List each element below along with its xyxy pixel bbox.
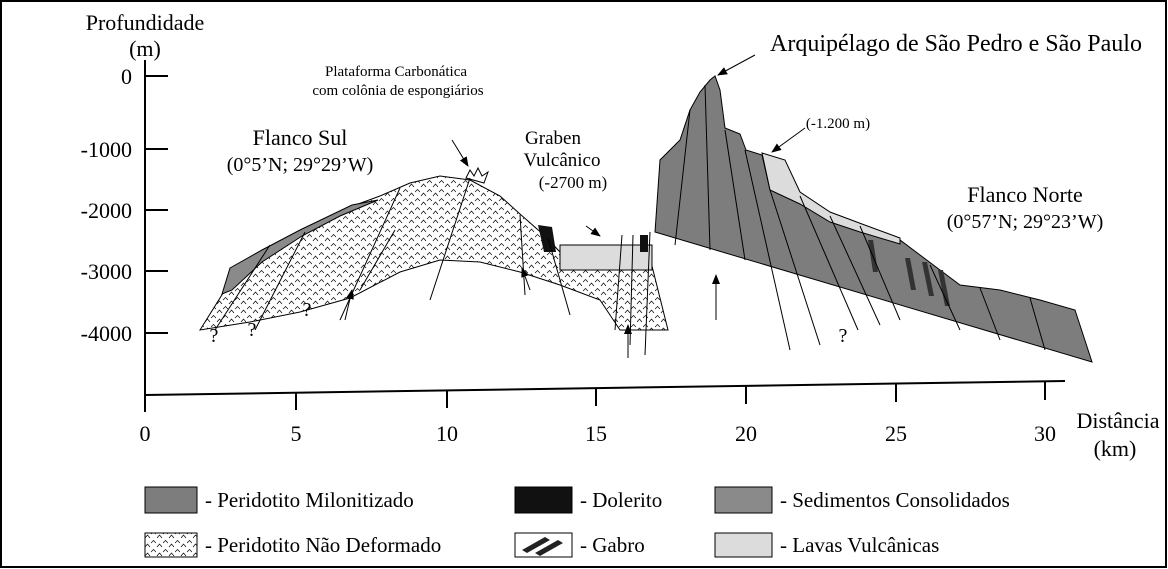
x-axis xyxy=(145,381,1065,395)
legend-label: - Peridotito Milonitizado xyxy=(205,488,414,512)
south-flank-label: (0°5’N; 29°29’W) xyxy=(227,154,374,176)
x-axis-title: Distância xyxy=(1076,408,1159,433)
archipelago-label: Arquipélago de São Pedro e São Paulo xyxy=(770,31,1142,57)
y-tick-label: -1000 xyxy=(81,137,132,162)
x-ticks xyxy=(145,381,1045,412)
y-axis-title: (m) xyxy=(129,36,161,61)
legend-label: - Gabro xyxy=(580,533,645,557)
depth-note: (-1.200 m) xyxy=(806,116,870,132)
x-tick-label: 5 xyxy=(291,421,302,446)
y-tick-label: 0 xyxy=(121,64,132,89)
graben-lava xyxy=(560,245,652,270)
question-mark: ? xyxy=(248,319,257,341)
legend-label: - Dolerito xyxy=(580,488,662,512)
north-flank-label: Flanco Norte xyxy=(967,182,1082,207)
legend-swatch xyxy=(145,487,197,513)
x-tick-label: 25 xyxy=(885,421,907,446)
legend-swatch xyxy=(715,533,772,557)
question-mark: ? xyxy=(303,299,312,321)
question-mark: ? xyxy=(210,325,219,347)
legend-label: - Peridotito Não Deformado xyxy=(205,533,441,557)
legend-label: - Sedimentos Consolidados xyxy=(780,488,1010,512)
platform-label: com colônia de espongiários xyxy=(312,83,483,99)
y-ticks xyxy=(145,76,168,333)
x-tick-label: 15 xyxy=(585,421,607,446)
legend-swatch xyxy=(515,487,572,513)
y-tick-label: -4000 xyxy=(81,321,132,346)
legend-swatch xyxy=(715,487,772,513)
x-tick-label: 20 xyxy=(735,421,757,446)
legend-swatch xyxy=(145,533,197,557)
north-flank-label: (0°57’N; 29°23’W) xyxy=(947,211,1104,233)
legend-label: - Lavas Vulcânicas xyxy=(780,533,939,557)
graben-label: (-2700 m) xyxy=(539,173,607,192)
x-axis-title: (km) xyxy=(1094,436,1137,461)
question-mark: ? xyxy=(839,325,848,347)
x-tick-label: 30 xyxy=(1034,421,1056,446)
y-tick-label: -3000 xyxy=(81,259,132,284)
graben-label: Vulcânico xyxy=(524,150,601,171)
south-flank-label: Flanco Sul xyxy=(253,125,348,150)
platform-label: Plataforma Carbonática xyxy=(325,64,467,80)
x-tick-label: 10 xyxy=(436,421,458,446)
dolerite xyxy=(640,235,648,252)
y-axis-title: Profundidade xyxy=(86,10,205,35)
graben-label: Graben xyxy=(525,128,581,149)
legend-swatch xyxy=(515,533,572,557)
y-tick-label: -2000 xyxy=(81,198,132,223)
cross-section: 0 -1000 -2000 -3000 -4000 0 5 10 15 20 2… xyxy=(0,0,1168,569)
x-tick-label: 0 xyxy=(140,421,151,446)
